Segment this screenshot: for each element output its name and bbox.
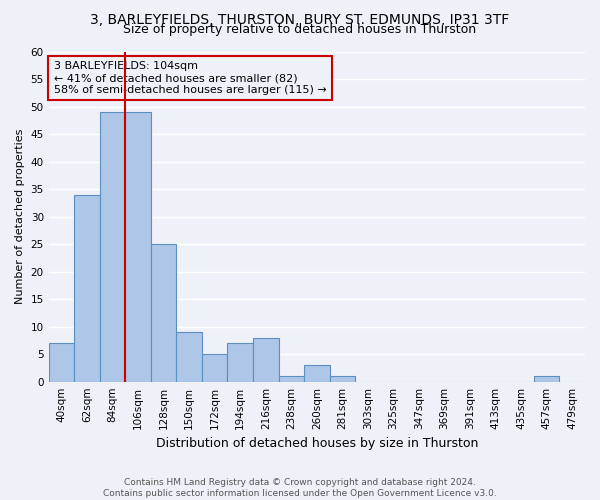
Bar [329,376,355,382]
Bar [176,332,202,382]
Bar [227,343,253,382]
Text: 3 BARLEYFIELDS: 104sqm
← 41% of detached houses are smaller (82)
58% of semi-det: 3 BARLEYFIELDS: 104sqm ← 41% of detached… [54,62,327,94]
Bar [74,194,100,382]
Text: Contains HM Land Registry data © Crown copyright and database right 2024.
Contai: Contains HM Land Registry data © Crown c… [103,478,497,498]
Bar [125,112,151,382]
Bar [304,365,329,382]
Bar [100,112,125,382]
X-axis label: Distribution of detached houses by size in Thurston: Distribution of detached houses by size … [155,437,478,450]
Bar [151,244,176,382]
Bar [278,376,304,382]
Text: 3, BARLEYFIELDS, THURSTON, BURY ST. EDMUNDS, IP31 3TF: 3, BARLEYFIELDS, THURSTON, BURY ST. EDMU… [91,12,509,26]
Y-axis label: Number of detached properties: Number of detached properties [15,129,25,304]
Bar [253,338,278,382]
Bar [534,376,559,382]
Text: Size of property relative to detached houses in Thurston: Size of property relative to detached ho… [124,22,476,36]
Bar [202,354,227,382]
Bar [49,343,74,382]
